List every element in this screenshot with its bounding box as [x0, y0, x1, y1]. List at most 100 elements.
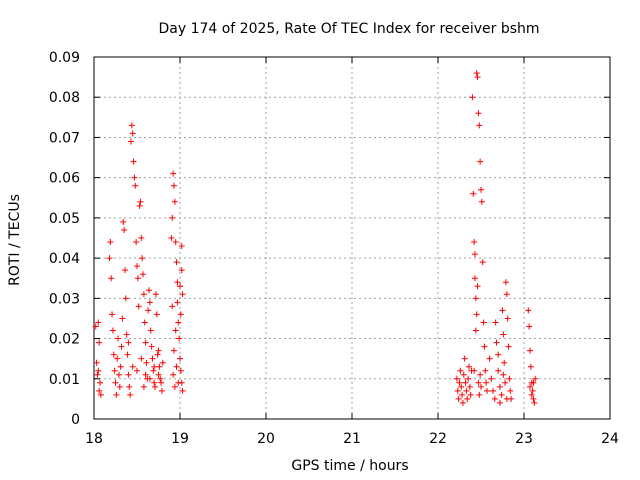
- data-point: [176, 335, 183, 342]
- data-point: [527, 383, 534, 390]
- data-point: [97, 379, 104, 386]
- data-point: [138, 355, 145, 362]
- data-point: [143, 359, 150, 366]
- data-point: [134, 263, 140, 270]
- data-point: [505, 343, 512, 350]
- data-point: [170, 170, 177, 177]
- data-point: [495, 367, 502, 374]
- data-point: [169, 303, 176, 310]
- data-point: [125, 371, 132, 378]
- data-point: [458, 383, 465, 390]
- data-point: [499, 307, 506, 314]
- data-point: [496, 399, 503, 406]
- data-point: [115, 335, 122, 342]
- data-point: [145, 307, 152, 314]
- data-point: [476, 122, 483, 129]
- data-point: [503, 291, 510, 298]
- data-point: [174, 299, 181, 306]
- data-point: [128, 122, 135, 129]
- data-point: [137, 198, 144, 205]
- data-point: [175, 319, 182, 326]
- data-point: [486, 355, 493, 362]
- data-point: [120, 218, 127, 225]
- data-point: [112, 379, 119, 386]
- data-point: [473, 70, 480, 77]
- data-point: [474, 283, 481, 290]
- data-point: [528, 391, 535, 398]
- data-point: [170, 371, 177, 378]
- data-point: [495, 351, 502, 358]
- data-point: [465, 363, 472, 370]
- data-point: [94, 371, 101, 378]
- data-point: [146, 287, 153, 294]
- data-point: [478, 383, 484, 390]
- data-point: [177, 367, 184, 374]
- data-point: [157, 375, 164, 382]
- x-tick-label: 20: [257, 431, 275, 447]
- x-tick-label: 22: [429, 431, 447, 447]
- data-point: [147, 327, 154, 334]
- data-point: [471, 251, 478, 258]
- data-point: [471, 275, 478, 282]
- data-point: [121, 226, 128, 233]
- data-point: [475, 379, 482, 386]
- data-point: [148, 343, 155, 350]
- data-point: [178, 267, 185, 274]
- data-point: [175, 379, 182, 386]
- data-point: [133, 239, 140, 246]
- data-point: [121, 267, 128, 274]
- data-point: [172, 239, 179, 246]
- data-point: [471, 239, 478, 246]
- data-point: [155, 347, 162, 354]
- data-point: [156, 363, 163, 370]
- data-points: [92, 70, 539, 406]
- data-point: [171, 383, 178, 390]
- data-point: [155, 371, 162, 378]
- data-point: [127, 391, 134, 398]
- data-point: [469, 94, 476, 101]
- y-tick-label: 0.08: [49, 90, 80, 106]
- data-point: [151, 363, 158, 370]
- data-point: [108, 275, 115, 282]
- data-point: [502, 279, 509, 286]
- data-point: [119, 315, 126, 322]
- data-point: [178, 243, 185, 250]
- data-point: [114, 355, 121, 362]
- data-point: [96, 339, 103, 346]
- data-point: [95, 319, 102, 326]
- data-point: [111, 367, 118, 374]
- data-point: [107, 239, 114, 246]
- y-tick-label: 0.01: [49, 372, 80, 388]
- y-tick-label: 0.09: [49, 50, 80, 66]
- data-point: [453, 375, 460, 382]
- data-point: [173, 363, 180, 370]
- data-point: [456, 379, 463, 386]
- data-point: [95, 367, 102, 374]
- data-point: [136, 202, 143, 209]
- data-point: [151, 379, 158, 386]
- data-point: [504, 315, 511, 322]
- data-point: [479, 259, 486, 266]
- data-point: [476, 391, 483, 398]
- data-point: [493, 339, 500, 346]
- data-point: [122, 295, 129, 302]
- chart-title: Day 174 of 2025, Rate Of TEC Index for r…: [158, 21, 539, 37]
- data-point: [454, 387, 461, 394]
- data-point: [530, 395, 537, 402]
- data-point: [127, 138, 134, 145]
- y-tick-label: 0.06: [49, 171, 80, 187]
- data-point: [177, 311, 184, 318]
- data-point: [459, 391, 466, 398]
- data-point: [503, 395, 510, 402]
- data-point: [142, 371, 149, 378]
- data-point: [506, 375, 513, 382]
- data-point: [525, 307, 532, 314]
- data-point: [146, 375, 153, 382]
- data-point: [473, 311, 480, 318]
- data-point: [478, 198, 485, 205]
- data-point: [159, 359, 166, 366]
- data-point: [116, 383, 123, 390]
- data-point: [134, 367, 140, 374]
- y-tick-label: 0.07: [49, 130, 80, 146]
